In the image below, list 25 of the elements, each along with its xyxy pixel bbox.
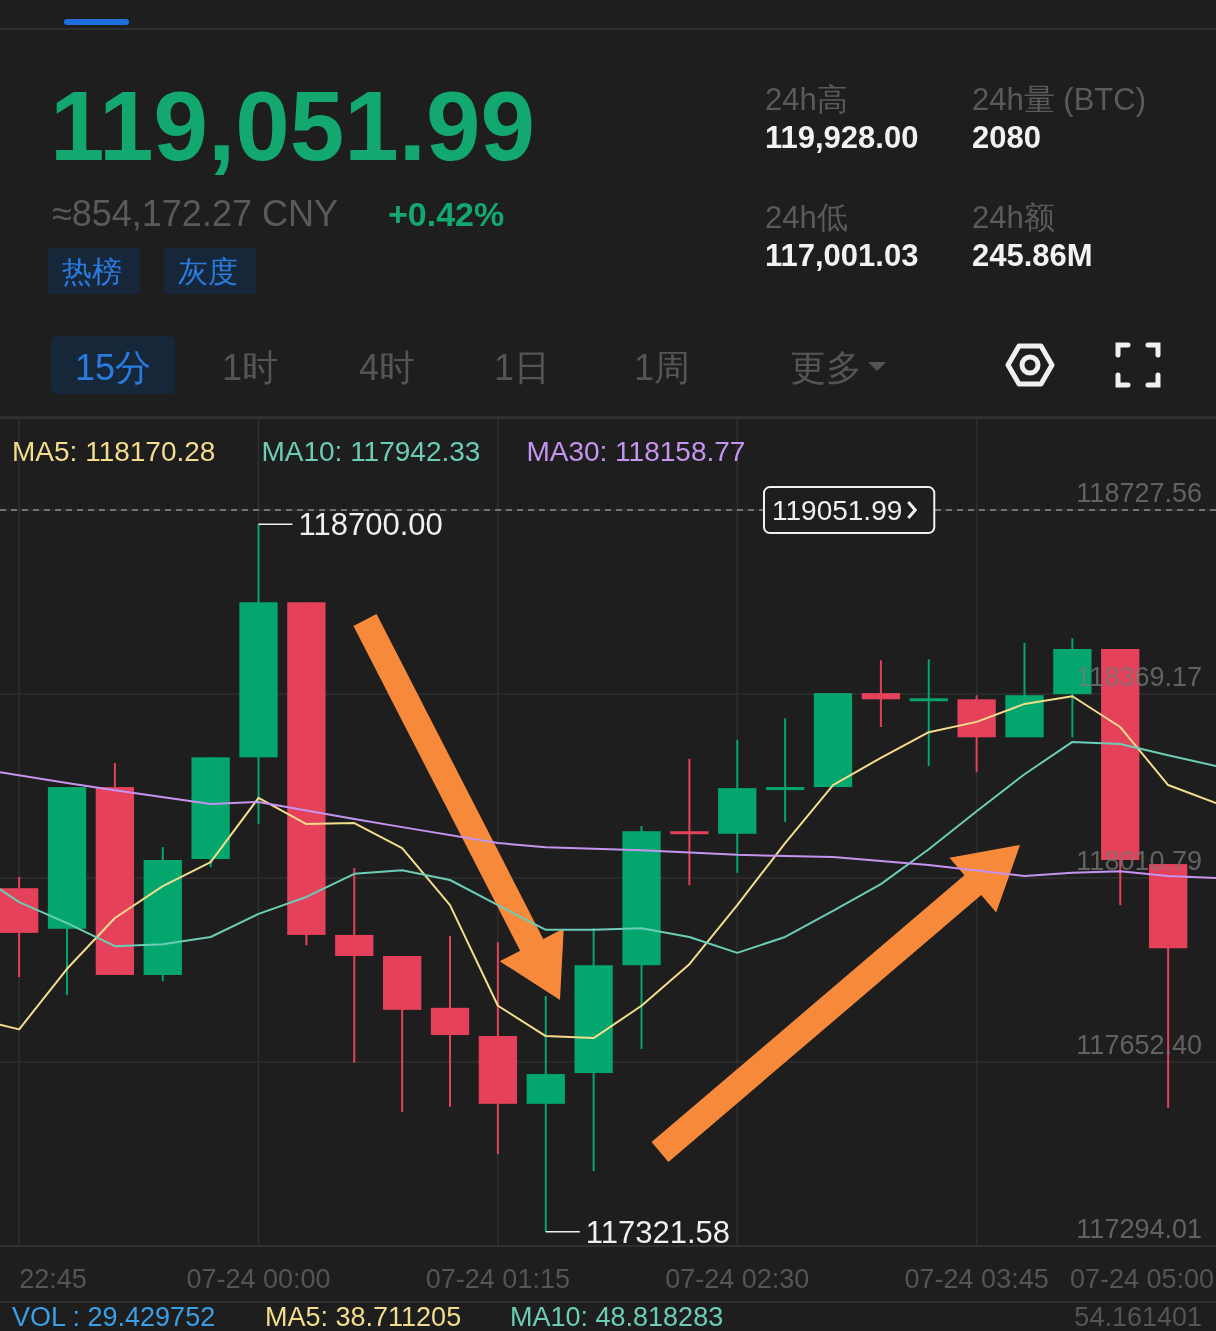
text: MA10: 117942.33 — [261, 436, 481, 467]
text: 15分 — [74, 347, 152, 388]
annotation: 118700.00 — [298, 507, 443, 543]
text: 117,001.03 — [765, 238, 919, 273]
text: MA30: 118158.77 — [526, 436, 746, 467]
annotation: 117321.58 — [585, 1214, 731, 1250]
text: 24h低 — [765, 200, 848, 235]
annotation: 119051.99 — [772, 495, 903, 527]
text: 灰度 — [178, 255, 238, 288]
y-tick-label: 118727.56 — [1076, 478, 1202, 509]
text: 2080 — [972, 120, 1041, 155]
text: ≈854,172.27 CNY — [52, 193, 338, 234]
text: 245.86M — [972, 238, 1093, 273]
text: MA5: 38.711205 — [265, 1302, 462, 1331]
text: 119,051.99 — [50, 71, 536, 181]
text: 119,928.00 — [765, 120, 919, 155]
text: MA10: 48.818283 — [510, 1302, 724, 1331]
text: VOL : 29.429752 — [12, 1302, 216, 1331]
text: 24h高 — [765, 82, 848, 117]
text: 热榜 — [62, 255, 122, 288]
y-tick-label: 117294.01 — [1076, 1214, 1202, 1244]
text: 24h额 — [972, 200, 1055, 235]
text: +0.42% — [388, 195, 505, 233]
text: MA5: 118170.28 — [12, 436, 216, 467]
text: 24h量 (BTC) — [972, 82, 1146, 117]
